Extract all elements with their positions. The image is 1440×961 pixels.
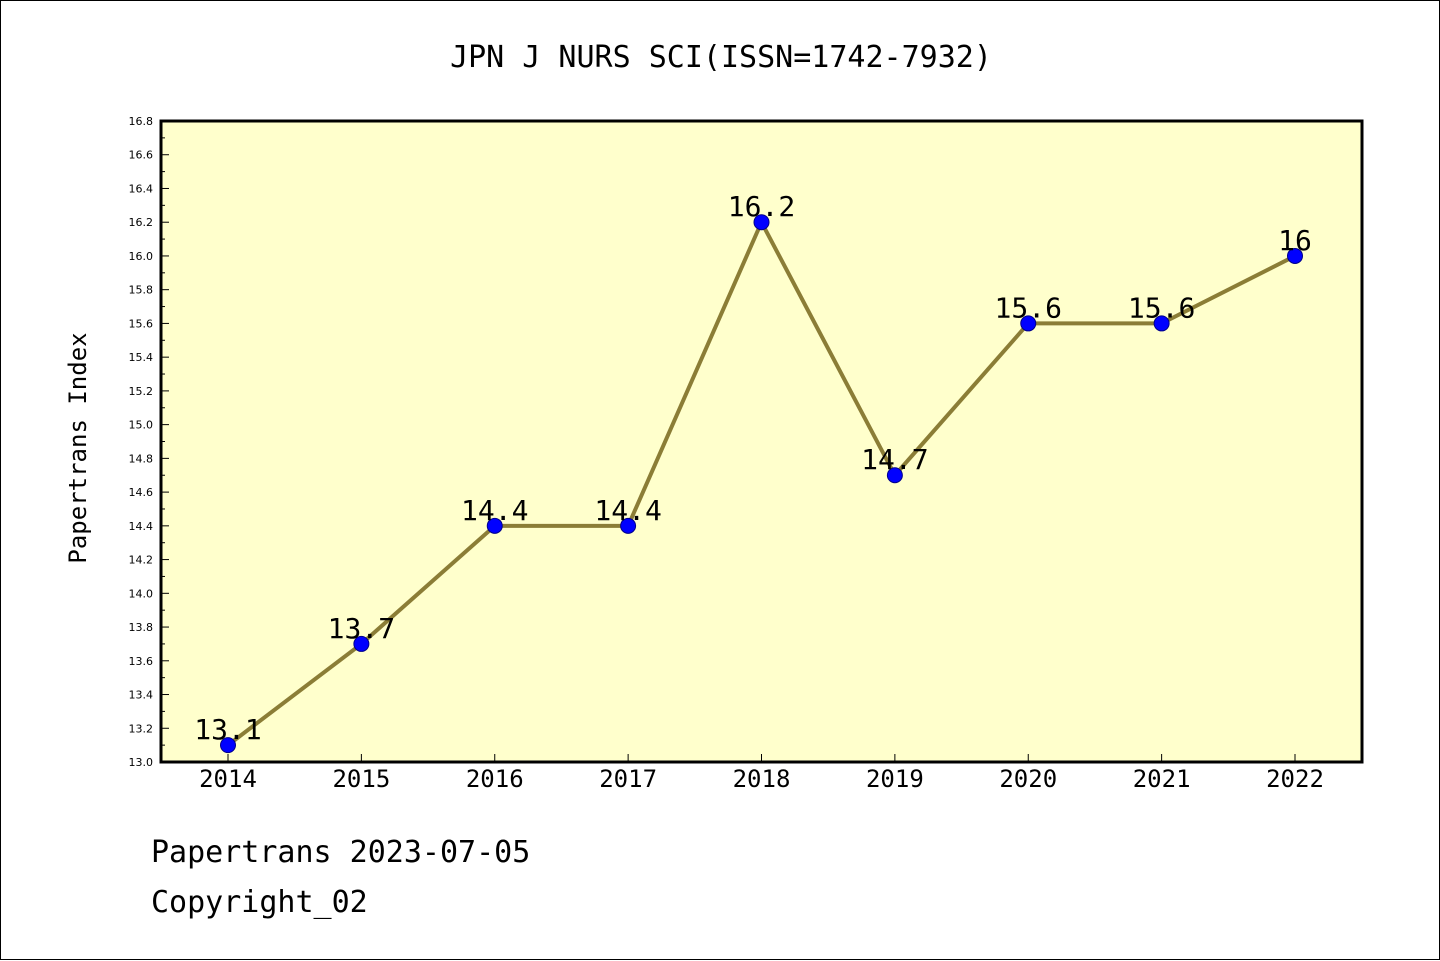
x-tick-label: 2016 xyxy=(466,765,524,793)
data-label: 14.4 xyxy=(594,494,661,527)
data-point xyxy=(1153,315,1170,332)
data-label: 13.7 xyxy=(328,612,395,645)
data-point xyxy=(753,214,770,231)
data-point xyxy=(620,517,637,534)
data-label: 16.2 xyxy=(728,190,795,223)
data-label: 15.6 xyxy=(1128,291,1195,324)
y-tick-label: 16.0 xyxy=(129,250,154,263)
series: 13.1 13.7 14.4 14.4 16.2 14.7 15.6 15.6 16 xyxy=(194,190,1312,754)
y-tick-label: 14.6 xyxy=(129,486,154,499)
y-tick-label: 14.2 xyxy=(129,554,154,567)
x-tick-label: 2014 xyxy=(199,765,257,793)
data-label: 13.1 xyxy=(194,713,261,746)
data-point xyxy=(886,467,903,484)
y-tick-label: 15.0 xyxy=(129,419,154,432)
y-tick-label: 13.8 xyxy=(129,621,154,634)
data-label: 16 xyxy=(1278,224,1312,257)
x-tick-label: 2019 xyxy=(866,765,924,793)
data-point xyxy=(353,635,370,652)
y-tick-label: 16.8 xyxy=(129,115,154,128)
y-axis-label: Papertrans Index xyxy=(64,332,92,563)
data-label: 15.6 xyxy=(995,291,1062,324)
chart-title: JPN J NURS SCI(ISSN=1742-7932) xyxy=(450,40,992,75)
data-point xyxy=(1020,315,1037,332)
x-tick-label: 2015 xyxy=(332,765,390,793)
footer-copyright: Copyright_02 xyxy=(151,885,368,920)
data-label: 14.7 xyxy=(861,443,928,476)
y-axis: 13.0 13.2 13.4 13.6 13.8 14.0 14.2 14.4 14.6 14.8… xyxy=(129,115,169,769)
y-tick-label: 16.2 xyxy=(129,216,154,229)
y-tick-label: 15.2 xyxy=(129,385,154,398)
x-tick-label: 2018 xyxy=(733,765,791,793)
data-point xyxy=(1287,247,1303,264)
y-tick-label: 16.4 xyxy=(129,182,154,195)
y-tick-label: 14.8 xyxy=(129,452,154,465)
y-tick-label: 15.6 xyxy=(129,317,154,330)
x-tick-label: 2021 xyxy=(1133,765,1191,793)
y-tick-label: 13.4 xyxy=(129,689,154,702)
footer-date: Papertrans 2023-07-05 xyxy=(151,835,531,870)
x-tick-label: 2022 xyxy=(1266,765,1324,793)
data-label: 14.4 xyxy=(461,494,528,527)
y-tick-label: 13.0 xyxy=(129,756,154,769)
y-tick-label: 14.4 xyxy=(129,520,154,533)
y-tick-label: 15.8 xyxy=(129,284,154,297)
y-tick-label: 15.4 xyxy=(129,351,154,364)
y-tick-label: 13.6 xyxy=(129,655,154,668)
y-tick-label: 14.0 xyxy=(129,587,154,600)
data-point xyxy=(220,737,236,754)
x-axis: 2014 2015 2016 2017 2018 2019 2020 2021 2022 xyxy=(199,754,1324,793)
plot-border xyxy=(159,119,1364,764)
y-tick-label: 16.6 xyxy=(129,149,154,162)
x-tick-label: 2020 xyxy=(999,765,1057,793)
y-tick-label: 13.2 xyxy=(129,722,154,735)
data-point xyxy=(486,517,503,534)
x-tick-label: 2017 xyxy=(599,765,657,793)
